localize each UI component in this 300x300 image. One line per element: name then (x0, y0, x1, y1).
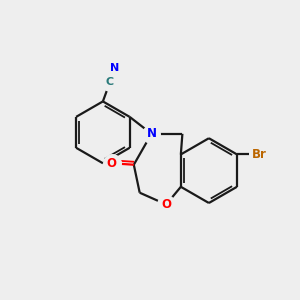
Text: C: C (106, 77, 114, 87)
Text: N: N (110, 63, 120, 73)
Point (164, 202, 169, 207)
Text: Br: Br (252, 148, 267, 161)
Text: O: O (161, 198, 171, 211)
Point (109, 161, 114, 166)
Text: O: O (107, 157, 117, 170)
Point (107, 80, 112, 84)
Point (149, 131, 154, 136)
Point (112, 66, 117, 70)
Text: N: N (146, 127, 157, 140)
